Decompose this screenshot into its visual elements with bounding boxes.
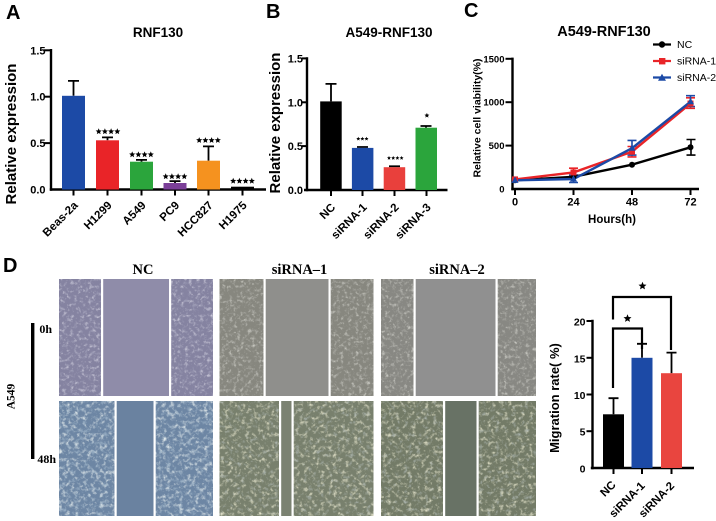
svg-text:15: 15 — [574, 353, 586, 365]
svg-text:Beas-2a: Beas-2a — [41, 199, 81, 239]
svg-text:0: 0 — [580, 464, 586, 476]
svg-text:20: 20 — [574, 317, 586, 329]
svg-text:NC: NC — [598, 479, 618, 499]
svg-text:48: 48 — [626, 197, 638, 209]
svg-text:1000: 1000 — [483, 98, 504, 109]
svg-text:siRNA–2: siRNA–2 — [429, 262, 485, 278]
svg-text:Relative expression: Relative expression — [267, 53, 284, 194]
svg-text:0h: 0h — [39, 322, 52, 336]
svg-text:Migration rate( %): Migration rate( %) — [547, 343, 562, 453]
svg-text:A549-RNF130: A549-RNF130 — [345, 25, 432, 40]
svg-text:Hours(h): Hours(h) — [588, 214, 636, 226]
svg-text:NC: NC — [318, 202, 338, 222]
svg-text:24: 24 — [567, 197, 580, 209]
svg-text:RNF130: RNF130 — [133, 25, 183, 40]
svg-text:5: 5 — [580, 427, 586, 439]
svg-text:siRNA-2: siRNA-2 — [677, 72, 716, 84]
svg-text:D: D — [3, 255, 17, 277]
svg-text:0.0: 0.0 — [30, 185, 45, 197]
svg-text:NC: NC — [677, 39, 693, 51]
svg-text:72: 72 — [684, 197, 696, 209]
svg-text:0: 0 — [499, 185, 504, 196]
svg-text:Relative expression: Relative expression — [3, 64, 20, 205]
svg-text:B: B — [266, 1, 280, 23]
svg-text:48h: 48h — [37, 452, 56, 466]
svg-text:1.0: 1.0 — [288, 97, 303, 109]
svg-text:0.5: 0.5 — [30, 138, 45, 150]
svg-text:A: A — [6, 2, 20, 24]
svg-text:1.5: 1.5 — [288, 53, 303, 65]
svg-text:siRNA–1: siRNA–1 — [272, 262, 328, 278]
svg-text:H1299: H1299 — [82, 200, 114, 232]
svg-text:0: 0 — [512, 197, 518, 209]
svg-text:siRNA-3: siRNA-3 — [394, 202, 434, 242]
svg-text:NC: NC — [133, 262, 154, 278]
svg-text:siRNA-1: siRNA-1 — [677, 56, 716, 68]
svg-text:A549: A549 — [6, 383, 18, 409]
svg-text:1.5: 1.5 — [30, 45, 45, 57]
svg-text:0.5: 0.5 — [288, 141, 303, 153]
svg-text:10: 10 — [574, 390, 586, 402]
svg-text:Relative cell viability(%): Relative cell viability(%) — [472, 58, 484, 177]
svg-text:1.0: 1.0 — [30, 92, 45, 104]
svg-text:HCC827: HCC827 — [176, 200, 216, 240]
svg-text:500: 500 — [489, 141, 505, 152]
svg-text:0.0: 0.0 — [288, 185, 303, 197]
svg-text:A549-RNF130: A549-RNF130 — [557, 24, 651, 40]
svg-text:H1975: H1975 — [217, 199, 250, 232]
svg-text:A549: A549 — [121, 200, 149, 228]
svg-text:1500: 1500 — [483, 54, 504, 65]
svg-text:PC9: PC9 — [158, 200, 182, 224]
svg-text:C: C — [464, 0, 478, 22]
